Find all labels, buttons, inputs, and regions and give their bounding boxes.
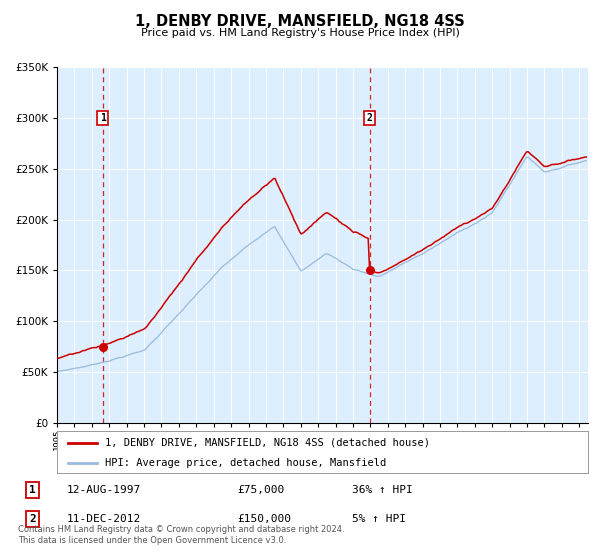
Text: Contains HM Land Registry data © Crown copyright and database right 2024.
This d: Contains HM Land Registry data © Crown c… <box>18 525 344 545</box>
Text: £75,000: £75,000 <box>237 486 284 496</box>
Text: £150,000: £150,000 <box>237 514 291 524</box>
Text: HPI: Average price, detached house, Mansfield: HPI: Average price, detached house, Mans… <box>105 458 386 468</box>
Text: 12-AUG-1997: 12-AUG-1997 <box>67 486 141 496</box>
Text: 2: 2 <box>29 514 36 524</box>
Text: 1, DENBY DRIVE, MANSFIELD, NG18 4SS: 1, DENBY DRIVE, MANSFIELD, NG18 4SS <box>135 14 465 29</box>
Text: 5% ↑ HPI: 5% ↑ HPI <box>352 514 406 524</box>
Text: 1: 1 <box>100 113 106 123</box>
Text: 2: 2 <box>367 113 373 123</box>
Text: 11-DEC-2012: 11-DEC-2012 <box>67 514 141 524</box>
Text: 36% ↑ HPI: 36% ↑ HPI <box>352 486 413 496</box>
Text: Price paid vs. HM Land Registry's House Price Index (HPI): Price paid vs. HM Land Registry's House … <box>140 28 460 38</box>
Text: 1: 1 <box>29 486 36 496</box>
Text: 1, DENBY DRIVE, MANSFIELD, NG18 4SS (detached house): 1, DENBY DRIVE, MANSFIELD, NG18 4SS (det… <box>105 437 430 447</box>
